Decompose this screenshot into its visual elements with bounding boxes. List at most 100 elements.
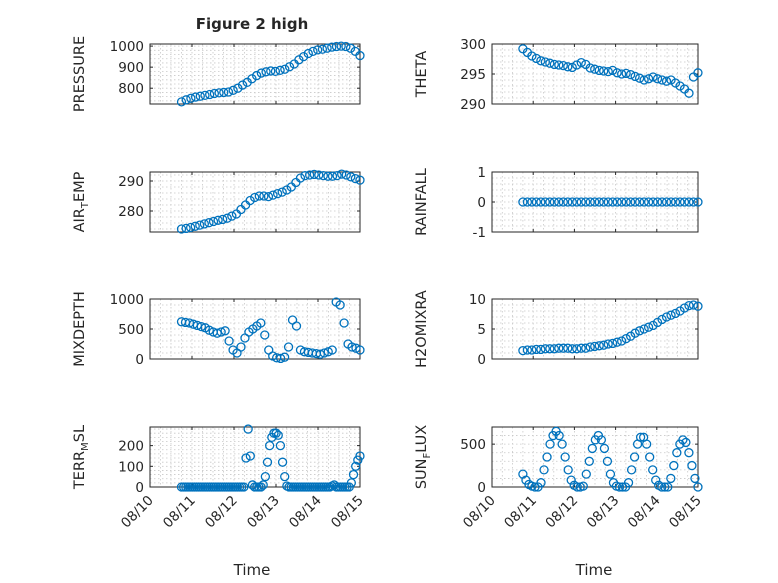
data-point bbox=[599, 66, 609, 76]
data-point bbox=[681, 437, 691, 448]
data-point bbox=[539, 465, 549, 475]
data-point bbox=[651, 475, 661, 485]
data-point bbox=[341, 170, 351, 180]
data-point bbox=[536, 344, 546, 355]
data-point bbox=[549, 344, 559, 354]
data-point bbox=[213, 215, 223, 225]
y-tick-label: 0 bbox=[477, 352, 486, 368]
axes-row1-right: 290 295 300 THETA bbox=[414, 37, 703, 113]
data-point bbox=[291, 321, 302, 331]
data-point bbox=[594, 341, 604, 351]
data-point bbox=[261, 67, 271, 77]
data-point bbox=[603, 197, 613, 207]
x-tick-label: 08/11 bbox=[501, 493, 540, 532]
data-point bbox=[670, 308, 681, 319]
y-tick-label: 0 bbox=[135, 480, 144, 496]
data-point bbox=[634, 197, 645, 207]
x-tick-label: 08/15 bbox=[328, 493, 367, 532]
x-tick-label: 08/10 bbox=[118, 493, 157, 532]
data-point bbox=[594, 65, 604, 76]
data-point bbox=[679, 197, 690, 207]
data-point bbox=[625, 197, 636, 207]
y-tick-label: 300 bbox=[460, 37, 486, 53]
data-point bbox=[661, 76, 672, 86]
data-point bbox=[666, 310, 676, 320]
axes-background bbox=[492, 44, 698, 104]
y-axis-label: PRESSURE bbox=[72, 36, 88, 112]
data-point bbox=[185, 222, 196, 233]
data-point bbox=[222, 213, 232, 223]
data-point bbox=[623, 478, 634, 488]
data-point bbox=[327, 345, 337, 355]
data-point bbox=[688, 300, 699, 310]
data-point bbox=[540, 197, 550, 207]
data-point bbox=[554, 343, 564, 353]
data-point bbox=[648, 197, 658, 207]
axes-frame bbox=[149, 171, 361, 233]
data-point bbox=[581, 469, 591, 479]
data-point bbox=[190, 92, 201, 102]
data-point bbox=[241, 453, 251, 463]
data-point bbox=[657, 197, 667, 207]
data-point bbox=[645, 452, 655, 462]
data-point bbox=[599, 443, 610, 454]
data-point bbox=[209, 88, 220, 99]
data-point bbox=[576, 343, 586, 353]
data-point bbox=[277, 187, 287, 197]
data-point bbox=[236, 342, 246, 352]
x-axis-label-right: Time bbox=[575, 561, 613, 579]
data-point bbox=[642, 439, 652, 449]
data-point bbox=[612, 197, 622, 207]
y-tick-label: 290 bbox=[460, 97, 486, 113]
data-point bbox=[204, 218, 214, 228]
data-point bbox=[214, 88, 224, 98]
data-point bbox=[518, 197, 528, 207]
data-point bbox=[227, 211, 237, 221]
data-point bbox=[350, 173, 361, 184]
data-point bbox=[270, 66, 281, 77]
y-tick-label: 1000 bbox=[110, 292, 144, 308]
data-point bbox=[639, 197, 649, 207]
data-point bbox=[346, 172, 356, 182]
y-tick-label: 500 bbox=[460, 437, 486, 453]
data-point bbox=[572, 197, 582, 207]
y-tick-label: 800 bbox=[118, 81, 144, 97]
data-point bbox=[585, 63, 595, 73]
data-point bbox=[181, 223, 191, 234]
data-point bbox=[608, 65, 618, 76]
data-point bbox=[657, 482, 667, 492]
data-point bbox=[531, 197, 542, 207]
data-point bbox=[254, 191, 264, 201]
data-point bbox=[186, 93, 196, 103]
data-point bbox=[693, 482, 703, 492]
data-point bbox=[351, 461, 361, 471]
data-point bbox=[558, 60, 568, 71]
data-point bbox=[195, 91, 205, 101]
data-point bbox=[639, 324, 649, 334]
y-tick-label: 1 bbox=[477, 165, 486, 181]
data-point bbox=[634, 326, 645, 336]
data-point bbox=[196, 321, 206, 332]
axes-row2-right: -1 0 1 RAINFALL bbox=[414, 165, 703, 241]
data-point bbox=[566, 475, 576, 485]
data-point bbox=[279, 352, 290, 362]
data-point bbox=[599, 340, 609, 350]
data-point bbox=[684, 197, 694, 207]
data-point bbox=[540, 344, 550, 354]
figure-title: Figure 2 high bbox=[196, 15, 309, 33]
data-point bbox=[585, 342, 595, 352]
data-point bbox=[578, 481, 588, 491]
data-point bbox=[216, 327, 226, 337]
data-point bbox=[581, 343, 591, 353]
data-point bbox=[347, 342, 357, 352]
data-point bbox=[317, 44, 328, 54]
y-tick-label: 500 bbox=[118, 322, 144, 338]
data-point bbox=[233, 83, 243, 93]
data-point bbox=[669, 460, 679, 471]
data-point bbox=[545, 58, 555, 68]
data-point bbox=[617, 197, 627, 207]
data-point bbox=[690, 473, 700, 484]
data-point bbox=[617, 482, 628, 492]
data-point bbox=[336, 41, 346, 51]
